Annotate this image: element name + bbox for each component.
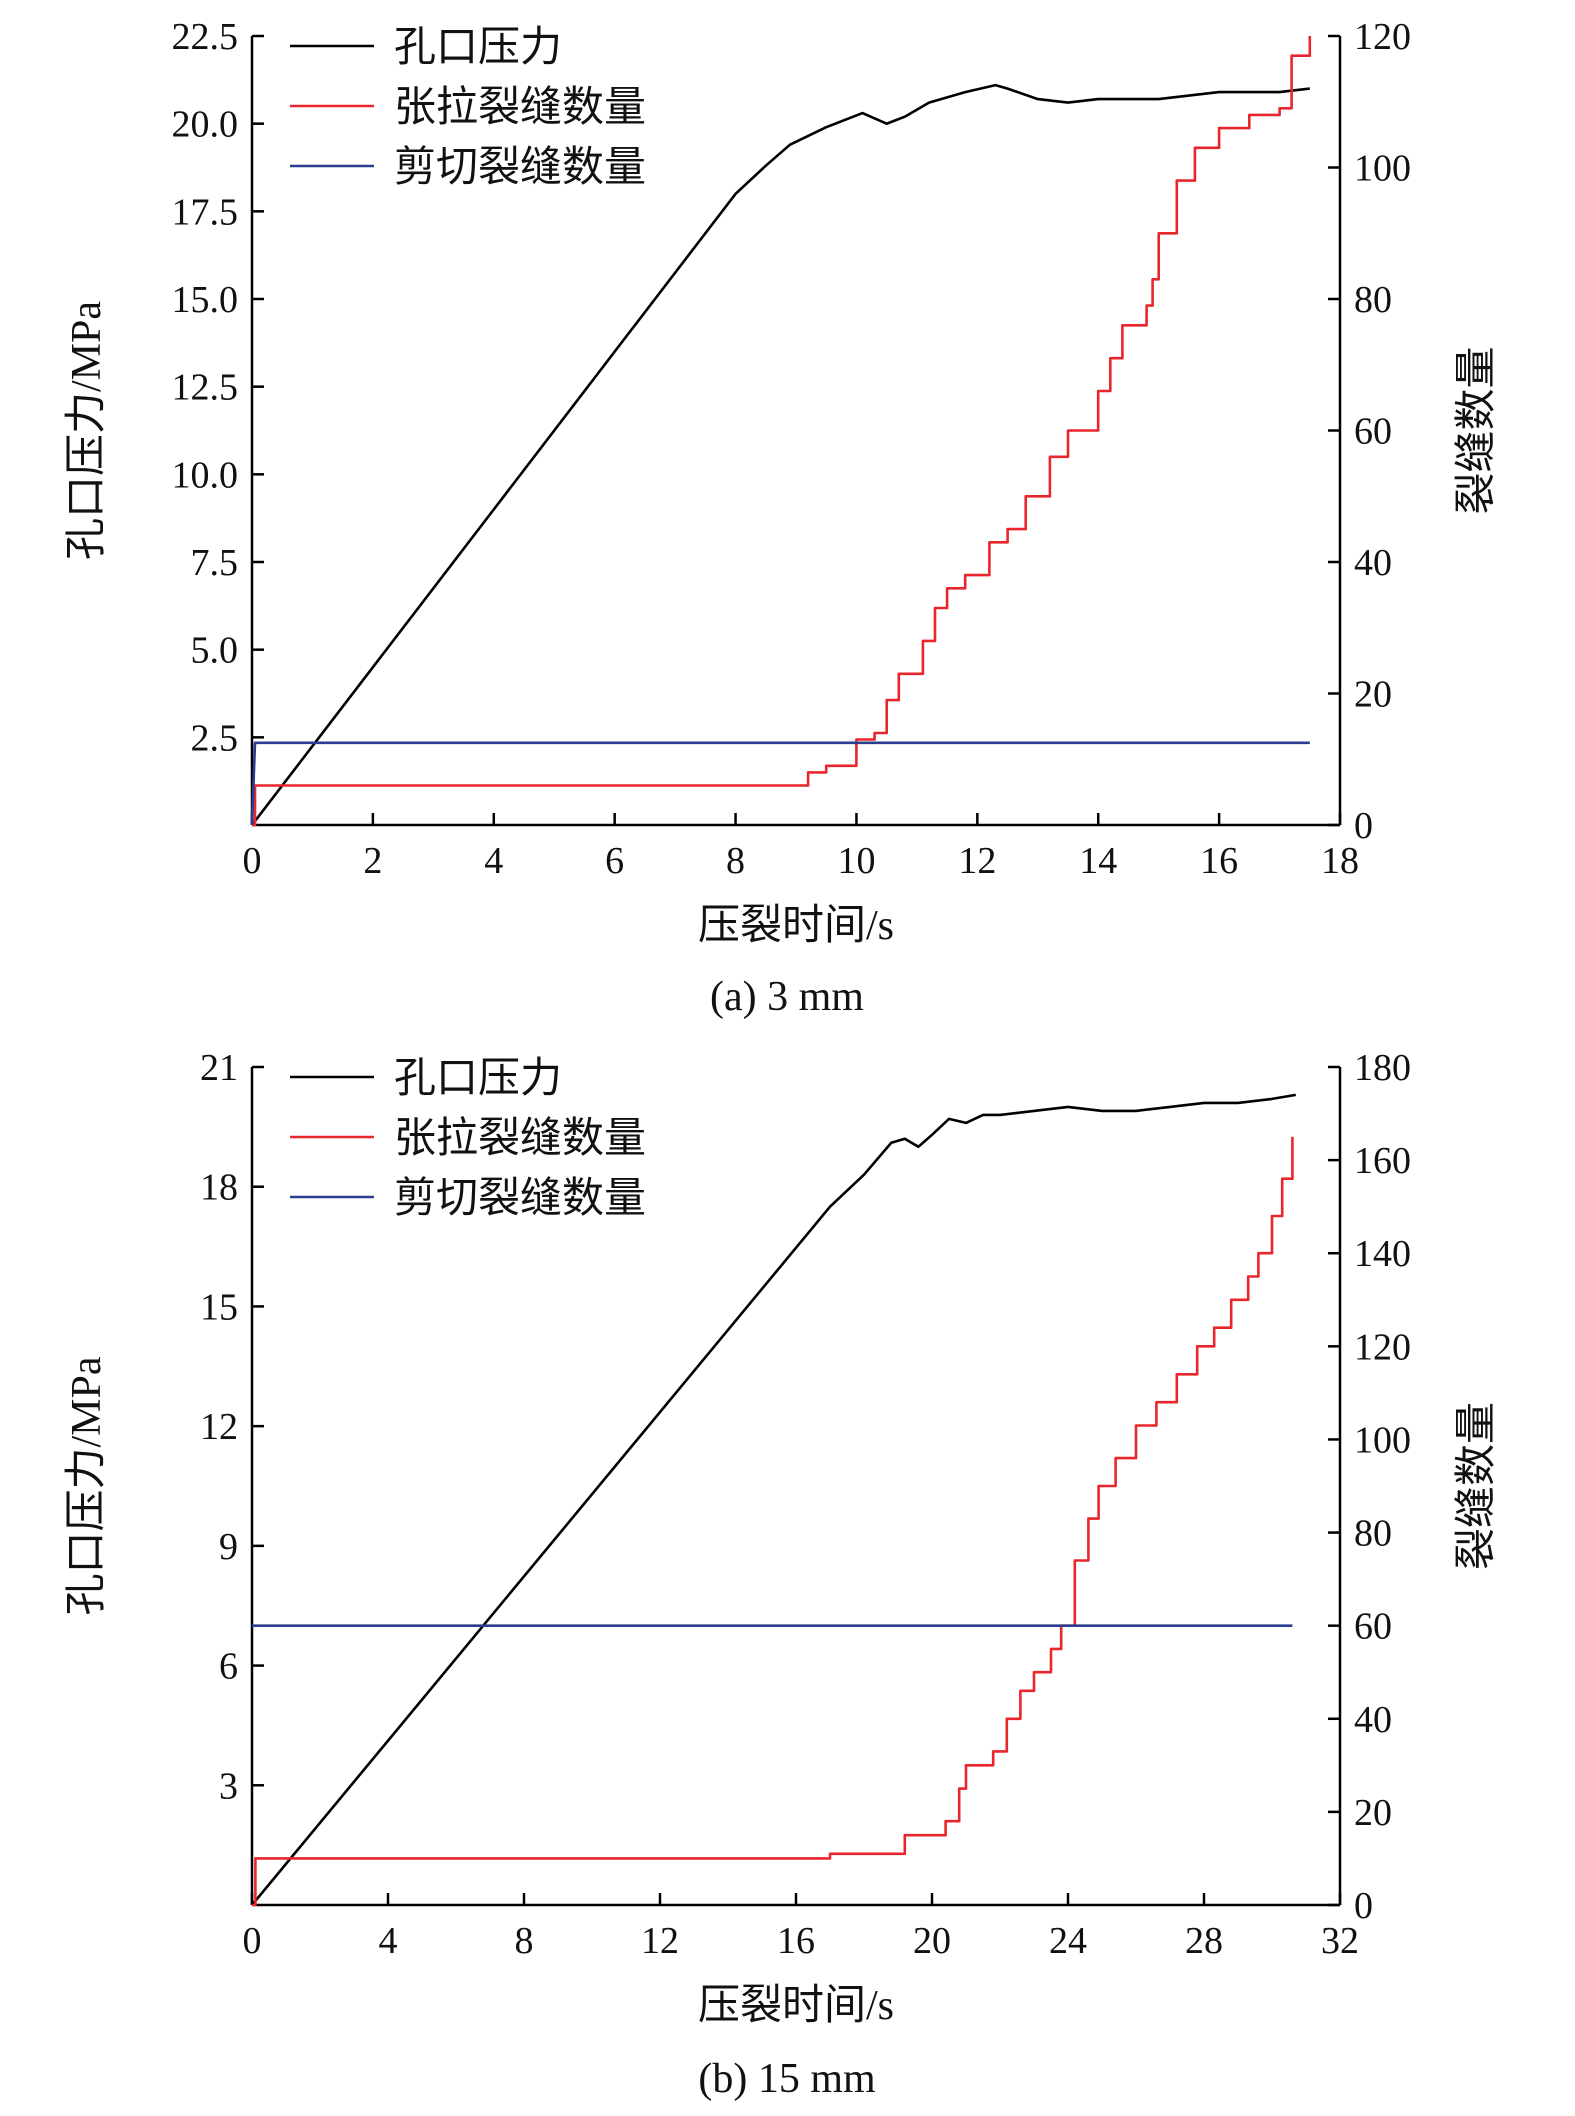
y-right-tick-label: 160: [1354, 1140, 1411, 1182]
y-right-tick-label: 20: [1354, 674, 1392, 716]
y-right-tick-label: 180: [1354, 1047, 1411, 1089]
y-left-tick-label: 9: [219, 1526, 238, 1568]
x-tick-label: 2: [363, 840, 382, 882]
y-left-tick-label: 2.5: [191, 717, 239, 759]
x-tick-label: 20: [913, 1920, 951, 1962]
y-axis-left-title: 孔口压力/MPa: [64, 301, 110, 560]
x-tick-label: 16: [1200, 840, 1238, 882]
x-tick-label: 24: [1049, 1920, 1087, 1962]
x-tick-label: 0: [243, 1920, 262, 1962]
x-tick-label: 10: [837, 840, 875, 882]
legend-label: 孔口压力: [394, 1056, 562, 1102]
x-tick-label: 4: [379, 1920, 398, 1962]
y-right-tick-label: 0: [1354, 1885, 1373, 1927]
y-axis-right-title: 裂缝数量: [1454, 1402, 1500, 1570]
y-axis-right-title: 裂缝数量: [1454, 346, 1500, 514]
y-left-tick-label: 3: [219, 1765, 238, 1807]
y-right-tick-label: 40: [1354, 542, 1392, 584]
y-right-tick-label: 100: [1354, 1419, 1411, 1461]
x-tick-label: 18: [1321, 840, 1359, 882]
y-left-tick-label: 15: [200, 1286, 238, 1328]
legend-label: 张拉裂缝数量: [394, 1115, 646, 1162]
x-tick-label: 8: [726, 840, 745, 882]
y-left-tick-label: 7.5: [191, 542, 239, 584]
y-left-tick-label: 6: [219, 1646, 238, 1688]
x-tick-label: 12: [641, 1920, 679, 1962]
x-axis-title: 压裂时间/s: [698, 903, 894, 949]
series-line-2: [252, 1136, 1294, 1907]
y-left-tick-label: 20.0: [172, 104, 239, 146]
y-axis-left-title: 孔口压力/MPa: [64, 1356, 110, 1615]
x-tick-label: 14: [1079, 840, 1117, 882]
chart-caption: (a) 3 mm: [710, 974, 864, 1020]
y-right-tick-label: 20: [1354, 1792, 1392, 1834]
legend-label: 剪切裂缝数量: [394, 1176, 646, 1222]
legend-label: 孔口压力: [394, 25, 562, 71]
y-right-tick-label: 100: [1354, 148, 1411, 190]
y-right-tick-label: 40: [1354, 1699, 1392, 1741]
y-left-tick-label: 21: [200, 1047, 238, 1089]
x-tick-label: 12: [958, 840, 996, 882]
legend-label: 张拉裂缝数量: [394, 84, 646, 131]
series-line-1: [250, 83, 1310, 826]
y-right-tick-label: 140: [1354, 1233, 1411, 1275]
series-line-2: [252, 36, 1312, 827]
y-left-tick-label: 22.5: [172, 16, 239, 58]
y-left-tick-label: 12: [200, 1406, 238, 1448]
chart-caption: (b) 15 mm: [698, 2056, 876, 2102]
chart-panel-1: 0 2 4 6 8 10 12 14 16 18 2.5 5.0 7.5 10.0 12.5 15.0 17.5…: [64, 16, 1500, 1020]
x-axis-title: 压裂时间/s: [698, 1983, 894, 2029]
x-tick-label: 6: [605, 840, 624, 882]
series-line-3: [250, 741, 1310, 826]
x-tick-label: 8: [515, 1920, 534, 1962]
y-right-tick-label: 60: [1354, 1606, 1392, 1648]
x-tick-label: 0: [243, 840, 262, 882]
y-right-tick-label: 120: [1354, 1326, 1411, 1368]
y-left-tick-label: 12.5: [172, 367, 239, 409]
y-right-tick-label: 60: [1354, 411, 1392, 453]
y-left-tick-label: 15.0: [172, 279, 239, 321]
y-left-tick-label: 17.5: [172, 191, 239, 233]
y-right-tick-label: 80: [1354, 279, 1392, 321]
x-tick-label: 16: [777, 1920, 815, 1962]
y-right-tick-label: 80: [1354, 1513, 1392, 1555]
series-line-1: [250, 1093, 1297, 1906]
y-left-tick-label: 5.0: [191, 630, 239, 672]
y-left-tick-label: 18: [200, 1167, 238, 1209]
legend-label: 剪切裂缝数量: [394, 145, 646, 191]
x-tick-label: 28: [1185, 1920, 1223, 1962]
chart-panel-2: 0 4 8 12 16 20 24 28 323691215182102040608010012…: [64, 1047, 1500, 2102]
y-right-tick-label: 0: [1354, 805, 1373, 847]
x-tick-label: 4: [484, 840, 503, 882]
y-left-tick-label: 10.0: [172, 454, 239, 496]
y-right-tick-label: 120: [1354, 16, 1411, 58]
x-tick-label: 32: [1321, 1920, 1359, 1962]
